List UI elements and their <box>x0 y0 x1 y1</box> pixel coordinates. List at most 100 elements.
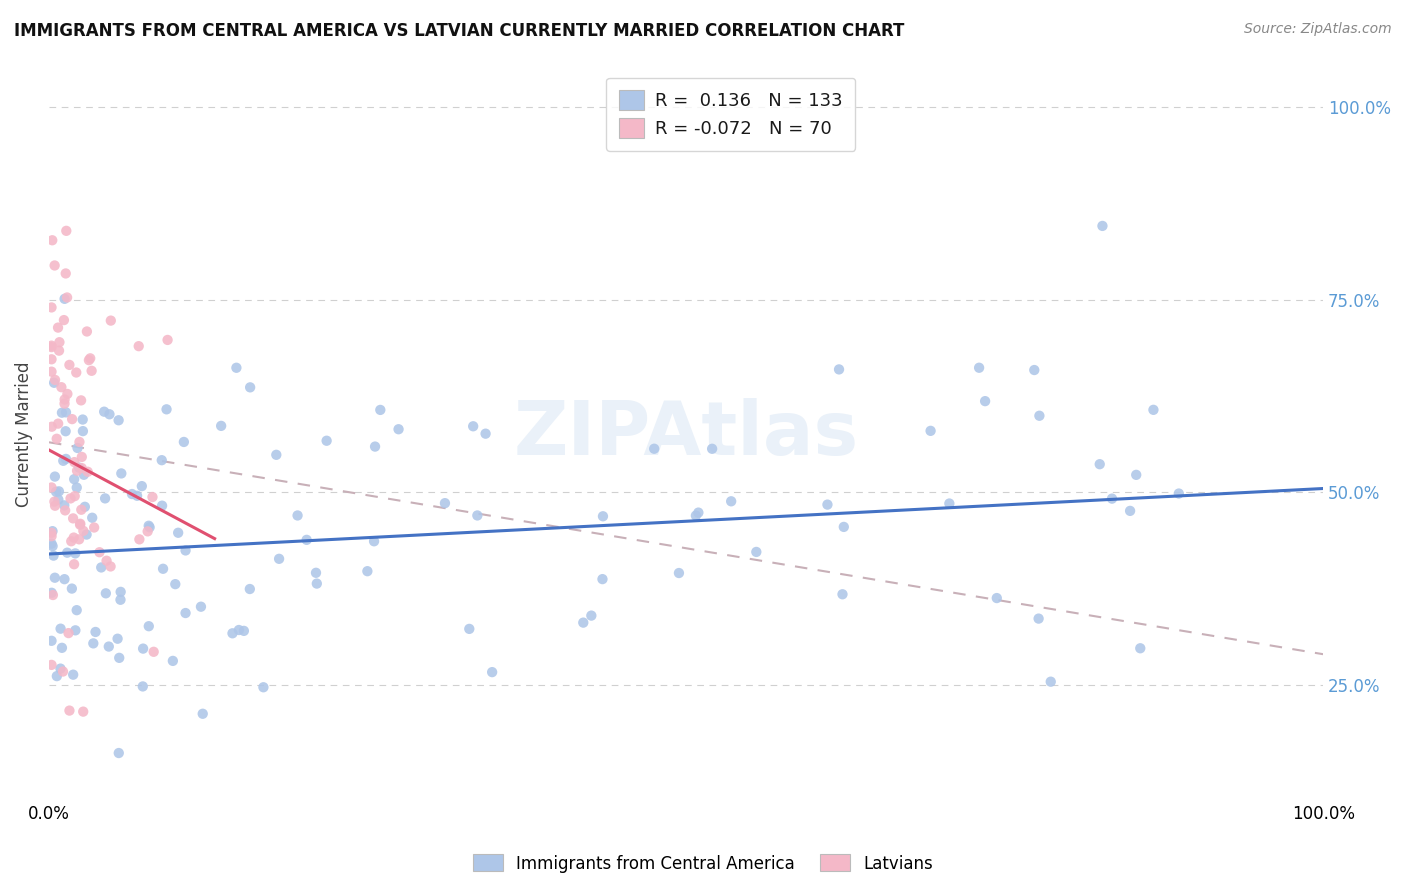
Point <box>152 562 174 576</box>
Point <box>121 487 143 501</box>
Point <box>1142 402 1164 417</box>
Point <box>51 380 73 394</box>
Point <box>364 440 387 454</box>
Point <box>72 424 94 438</box>
Point <box>90 560 112 574</box>
Point <box>591 572 613 586</box>
Point <box>72 524 94 538</box>
Point <box>55 267 77 281</box>
Point <box>1024 363 1046 377</box>
Point <box>1125 467 1147 482</box>
Point <box>305 576 328 591</box>
Point <box>481 665 503 680</box>
Point <box>141 490 163 504</box>
Point <box>100 313 122 327</box>
Point <box>94 586 117 600</box>
Point <box>1167 486 1189 500</box>
Point <box>938 496 960 510</box>
Point <box>974 394 997 409</box>
Point <box>73 500 96 514</box>
Point <box>55 224 77 238</box>
Point <box>110 592 132 607</box>
Point <box>77 353 100 368</box>
Point <box>138 619 160 633</box>
Point <box>69 517 91 532</box>
Point <box>315 434 337 448</box>
Point <box>62 531 84 545</box>
Point <box>49 622 72 636</box>
Point <box>165 577 187 591</box>
Point <box>42 549 65 563</box>
Point <box>51 640 73 655</box>
Point <box>97 640 120 654</box>
Point <box>1088 457 1111 471</box>
Point <box>150 499 173 513</box>
Point <box>162 654 184 668</box>
Point <box>221 626 243 640</box>
Point <box>107 413 129 427</box>
Point <box>150 453 173 467</box>
Point <box>70 393 93 408</box>
Point <box>76 527 98 541</box>
Point <box>225 360 247 375</box>
Point <box>581 608 603 623</box>
Point <box>107 632 129 646</box>
Point <box>127 489 149 503</box>
Point <box>63 489 86 503</box>
Point <box>49 662 72 676</box>
Point <box>44 373 66 387</box>
Point <box>44 571 66 585</box>
Point <box>41 338 63 352</box>
Point <box>70 461 93 475</box>
Point <box>474 426 496 441</box>
Text: Source: ZipAtlas.com: Source: ZipAtlas.com <box>1244 22 1392 37</box>
Point <box>53 396 76 410</box>
Point <box>48 492 70 507</box>
Point <box>128 339 150 353</box>
Point <box>44 499 66 513</box>
Text: ZIPAtlas: ZIPAtlas <box>513 398 859 471</box>
Point <box>720 494 742 508</box>
Point <box>269 551 291 566</box>
Point <box>41 480 63 494</box>
Y-axis label: Currently Married: Currently Married <box>15 362 32 508</box>
Point <box>67 460 90 475</box>
Point <box>84 624 107 639</box>
Point <box>65 546 87 560</box>
Point <box>356 564 378 578</box>
Point <box>173 434 195 449</box>
Point <box>63 455 86 469</box>
Point <box>252 680 274 694</box>
Point <box>239 582 262 596</box>
Point <box>60 582 83 596</box>
Point <box>136 524 159 539</box>
Point <box>44 494 66 508</box>
Point <box>55 424 77 438</box>
Point <box>668 566 690 580</box>
Point <box>643 442 665 456</box>
Point <box>63 472 86 486</box>
Point <box>100 559 122 574</box>
Point <box>363 534 385 549</box>
Point <box>44 469 66 483</box>
Point <box>131 479 153 493</box>
Point <box>66 464 89 478</box>
Point <box>138 520 160 534</box>
Point <box>132 680 155 694</box>
Point <box>228 623 250 637</box>
Point <box>41 301 63 315</box>
Point <box>72 705 94 719</box>
Point <box>58 704 80 718</box>
Point <box>98 407 121 421</box>
Point <box>53 503 76 517</box>
Point <box>69 434 91 449</box>
Point <box>41 340 63 354</box>
Point <box>76 325 98 339</box>
Point <box>66 441 89 455</box>
Point <box>55 451 77 466</box>
Point <box>79 351 101 366</box>
Point <box>174 543 197 558</box>
Point <box>467 508 489 523</box>
Point <box>41 233 63 247</box>
Point <box>52 665 75 679</box>
